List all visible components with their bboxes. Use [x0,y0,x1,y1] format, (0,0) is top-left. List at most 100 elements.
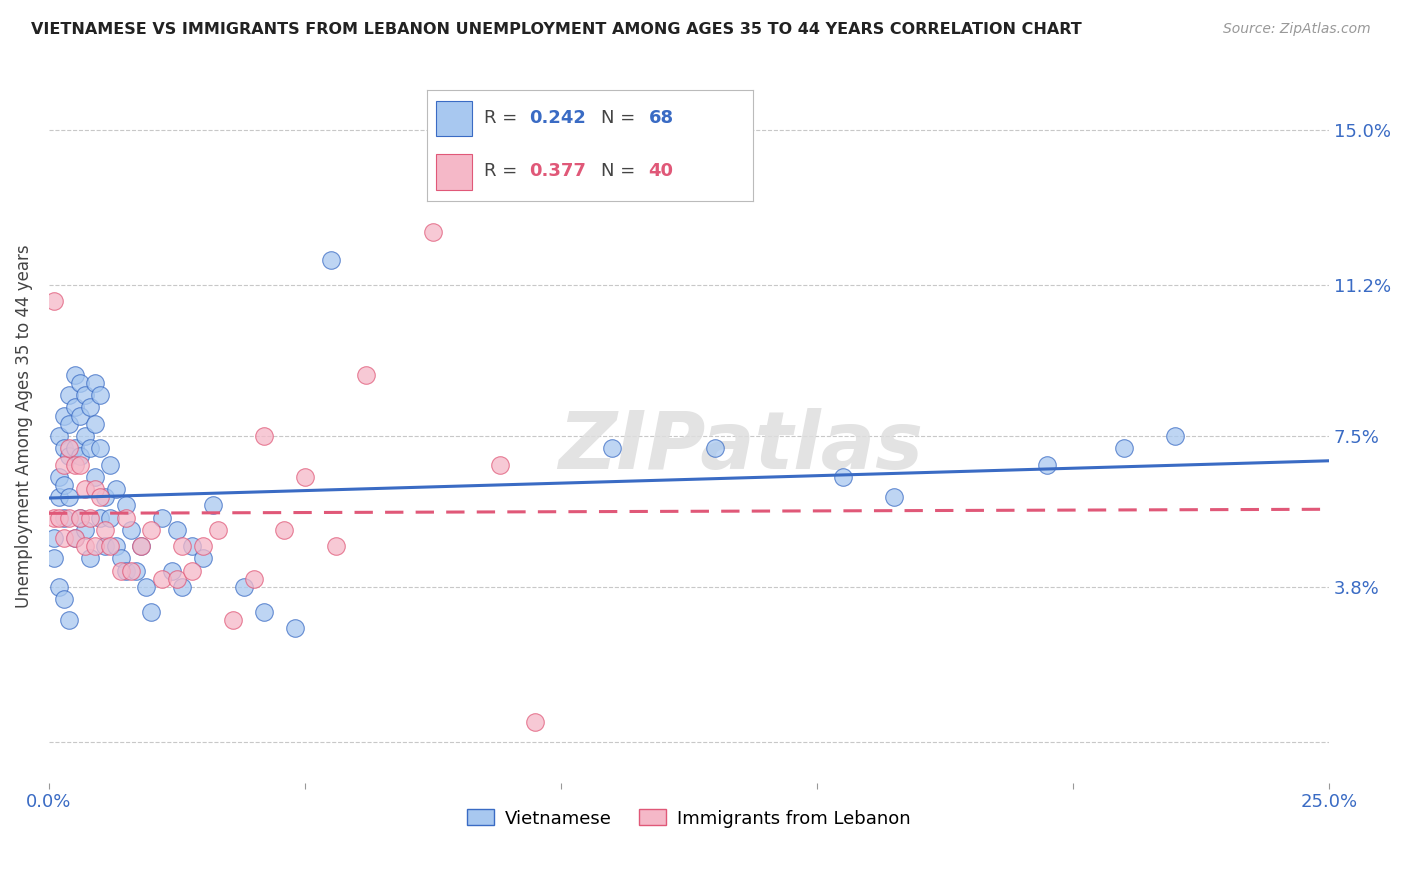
Point [42,510,65,524]
Point [181,539,204,553]
Point [600,442,623,456]
Point [201,499,224,513]
Point [73,429,96,443]
Point [84,376,107,390]
Point [319,253,342,268]
Point [63,401,86,415]
Point [69,510,91,524]
Text: VIETNAMESE VS IMMIGRANTS FROM LEBANON UNEMPLOYMENT AMONG AGES 35 TO 44 YEARS COR: VIETNAMESE VS IMMIGRANTS FROM LEBANON UN… [31,22,1081,37]
Point [69,409,91,423]
Point [191,551,214,566]
Point [172,580,194,594]
Point [831,470,853,484]
Point [104,539,127,553]
Point [69,458,91,472]
Point [84,539,107,553]
Point [69,510,91,524]
Point [58,450,80,464]
Point [129,539,152,553]
Point [150,572,173,586]
Point [356,368,378,382]
Point [73,539,96,553]
Legend: Vietnamese, Immigrants from Lebanon: Vietnamese, Immigrants from Lebanon [460,802,918,835]
Point [63,531,86,545]
Point [166,523,188,537]
Point [524,714,547,729]
Point [1036,458,1059,472]
Point [84,470,107,484]
Point [181,564,204,578]
Point [273,523,295,537]
Point [79,401,101,415]
Point [58,490,80,504]
Point [191,539,214,553]
Point [53,442,76,456]
Point [73,523,96,537]
Point [253,429,276,443]
Point [150,510,173,524]
Point [73,482,96,496]
Point [104,482,127,496]
Point [63,442,86,456]
Point [58,442,80,456]
Point [89,388,111,402]
Point [79,510,101,524]
Point [110,551,132,566]
Point [58,510,80,524]
Point [883,490,905,504]
Point [69,376,91,390]
Point [110,564,132,578]
Point [53,409,76,423]
Point [73,388,96,402]
Point [53,478,76,492]
Point [422,225,444,239]
Point [284,621,307,635]
Point [94,523,117,537]
Point [114,564,136,578]
Point [1164,429,1187,443]
Point [53,531,76,545]
Point [141,523,163,537]
Point [160,564,183,578]
Point [42,551,65,566]
Point [166,572,188,586]
Point [135,580,157,594]
Point [42,294,65,309]
Point [89,442,111,456]
Point [42,531,65,545]
Point [703,442,725,456]
Point [89,510,111,524]
Point [114,510,136,524]
Point [100,510,122,524]
Point [172,539,194,553]
Point [48,580,70,594]
Point [48,510,70,524]
Point [242,572,264,586]
Point [84,482,107,496]
Point [141,605,163,619]
Point [207,523,229,537]
Point [58,417,80,431]
Point [120,564,142,578]
Point [125,564,148,578]
Point [53,458,76,472]
Point [120,523,142,537]
Point [94,539,117,553]
Point [79,442,101,456]
Point [253,605,276,619]
Point [294,470,316,484]
Point [63,531,86,545]
Point [222,613,245,627]
Point [58,613,80,627]
Point [325,539,347,553]
Point [100,539,122,553]
Point [94,490,117,504]
Point [48,490,70,504]
Point [100,458,122,472]
Point [53,510,76,524]
Point [79,551,101,566]
Point [48,429,70,443]
Point [48,470,70,484]
Point [63,458,86,472]
Point [63,368,86,382]
